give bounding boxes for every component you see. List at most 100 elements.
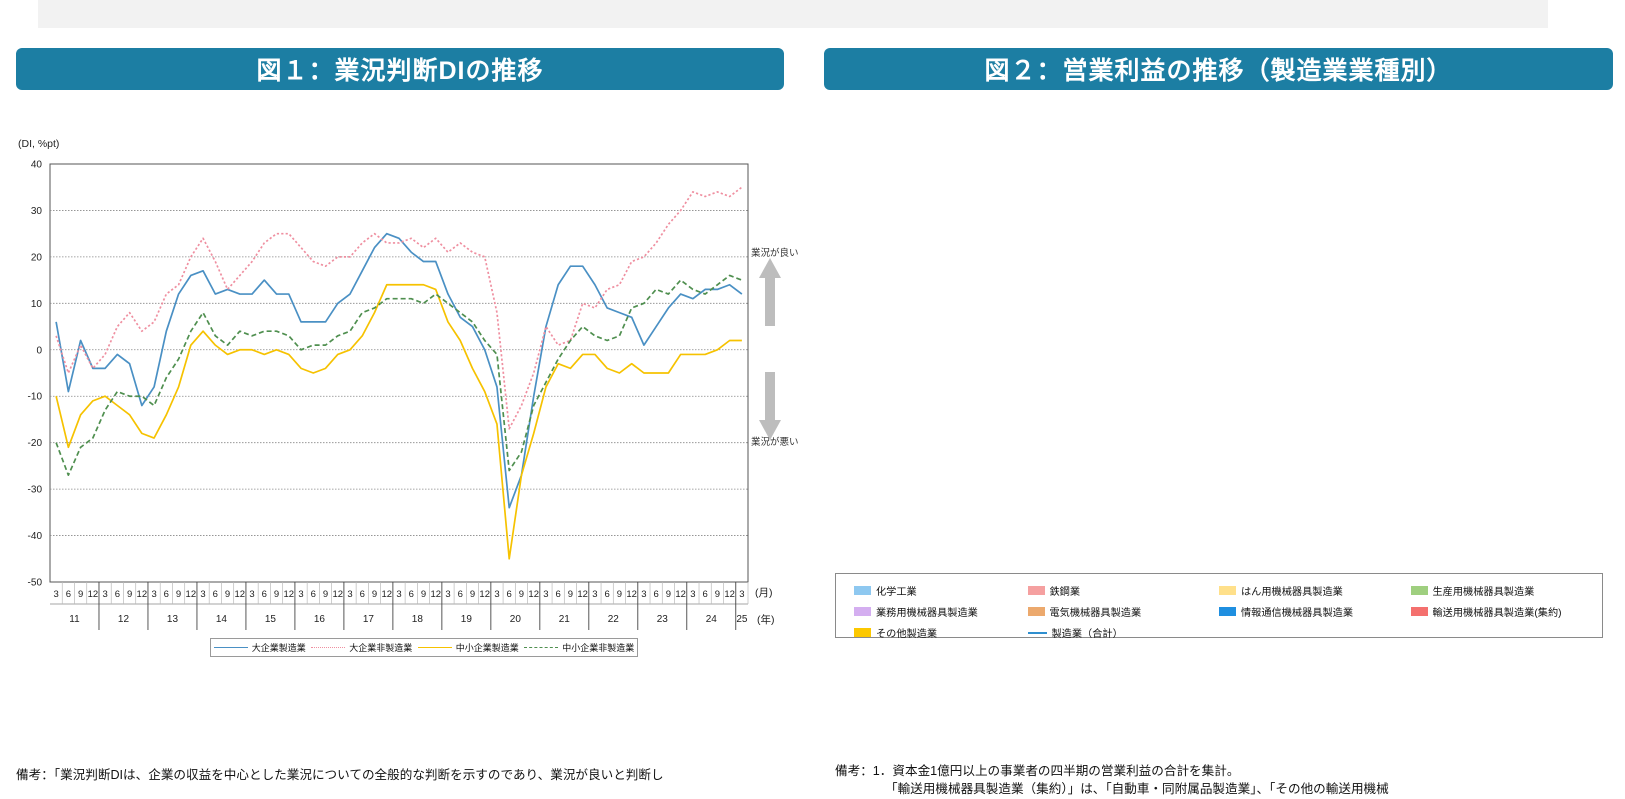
- legend-item-steel: 鉄鋼業: [1027, 580, 1220, 601]
- legend-label-chemical: 化学工業: [876, 587, 917, 598]
- svg-text:12: 12: [235, 589, 246, 600]
- figure1-legend: 大企業製造業 大企業非製造業 中小企業製造業 中小企業非製造業: [210, 638, 638, 657]
- svg-text:3: 3: [739, 589, 744, 600]
- svg-text:13: 13: [167, 614, 179, 625]
- svg-text:30: 30: [31, 206, 43, 217]
- svg-text:6: 6: [262, 589, 267, 600]
- legend-item-0: 大企業製造業: [213, 641, 306, 654]
- svg-text:22: 22: [608, 614, 620, 625]
- svg-text:24: 24: [706, 614, 718, 625]
- svg-text:9: 9: [176, 589, 181, 600]
- legend-label-1: 大企業非製造業: [349, 643, 413, 653]
- svg-text:12: 12: [284, 589, 295, 600]
- legend-item-general-machinery: はん用機械器具製造業: [1219, 580, 1411, 601]
- svg-text:40: 40: [31, 160, 43, 171]
- figure1-x-unit-year: (年): [757, 614, 775, 626]
- figure2-panel: 図２：営業利益の推移（製造業業種別） (兆円) (年): [812, 0, 1625, 787]
- svg-text:18: 18: [412, 614, 424, 625]
- svg-text:12: 12: [479, 589, 490, 600]
- figure2-legend: 化学工業 鉄鋼業 はん用機械器具製造業 生産用機械器具製造業 業務用機械器具製造…: [835, 573, 1603, 640]
- legend-label-general-machinery: はん用機械器具製造業: [1241, 587, 1343, 598]
- legend-label-business-machinery: 業務用機械器具製造業: [876, 608, 978, 619]
- svg-text:9: 9: [225, 589, 230, 600]
- legend-swatch-line-2: [417, 647, 452, 648]
- legend-label-2: 中小企業製造業: [455, 643, 519, 653]
- svg-text:12: 12: [577, 589, 588, 600]
- legend-item-2: 中小企業製造業: [417, 641, 519, 654]
- annotation-bad-label: 業況が悪い: [751, 437, 799, 448]
- svg-text:3: 3: [445, 589, 450, 600]
- legend-item-1: 大企業非製造業: [311, 641, 412, 654]
- svg-text:23: 23: [657, 614, 669, 625]
- figure2-legend-row-2: 業務用機械器具製造業 電気機械器具製造業 情報通信機械器具製造業 輸送用機械器具…: [836, 601, 1602, 622]
- svg-text:6: 6: [702, 589, 707, 600]
- legend-label-transport-machinery: 輸送用機械器具製造業(集約): [1432, 608, 1562, 619]
- svg-text:9: 9: [78, 589, 83, 600]
- svg-text:12: 12: [332, 589, 343, 600]
- legend-swatch-electrical-machinery: [1027, 607, 1045, 616]
- legend-swatch-line-0: [213, 647, 248, 648]
- svg-text:3: 3: [53, 589, 58, 600]
- legend-swatch-info-comm-machinery: [1219, 607, 1236, 616]
- svg-text:6: 6: [311, 589, 316, 600]
- svg-text:9: 9: [127, 589, 132, 600]
- legend-item-chemical: 化学工業: [836, 580, 1028, 601]
- svg-text:14: 14: [216, 614, 228, 625]
- figure2-note-2: 「輸送用機械器具製造業（集約）」は、「自動車・同附属品製造業」、「その他の輸送用…: [885, 782, 1389, 797]
- svg-text:3: 3: [102, 589, 107, 600]
- annotation-good-label: 業況が良い: [751, 248, 799, 259]
- legend-swatch-total-line: [1027, 631, 1047, 634]
- svg-text:9: 9: [372, 589, 377, 600]
- svg-text:16: 16: [314, 614, 326, 625]
- legend-label-other-manufacturing: その他製造業: [876, 629, 938, 640]
- svg-text:-20: -20: [28, 438, 43, 449]
- legend-item-total: 製造業（合計）: [1027, 622, 1220, 643]
- figure1-panel: 図１：業況判断DIの推移 (DI, %pt) (月) (年) 業況が良い 業況が…: [0, 0, 812, 787]
- figure1-y-unit: (DI, %pt): [18, 138, 60, 150]
- svg-text:-40: -40: [28, 531, 43, 542]
- svg-text:6: 6: [409, 589, 414, 600]
- legend-swatch-steel: [1027, 586, 1045, 595]
- svg-text:6: 6: [507, 589, 512, 600]
- figure1-x-unit-month: (月): [755, 587, 773, 599]
- legend-swatch-transport-machinery: [1410, 607, 1428, 616]
- svg-text:9: 9: [568, 589, 573, 600]
- legend-item-transport-machinery: 輸送用機械器具製造業(集約): [1410, 601, 1603, 622]
- legend-label-electrical-machinery: 電気機械器具製造業: [1049, 608, 1142, 619]
- legend-swatch-general-machinery: [1219, 586, 1236, 595]
- svg-text:21: 21: [559, 614, 571, 625]
- svg-text:3: 3: [494, 589, 499, 600]
- svg-text:10: 10: [31, 299, 43, 310]
- svg-text:-10: -10: [28, 392, 43, 403]
- svg-text:25: 25: [736, 614, 748, 625]
- legend-swatch-production-machinery: [1410, 586, 1428, 595]
- svg-text:12: 12: [430, 589, 441, 600]
- svg-text:20: 20: [510, 614, 522, 625]
- svg-text:-30: -30: [28, 485, 43, 496]
- svg-text:9: 9: [666, 589, 671, 600]
- svg-text:12: 12: [528, 589, 539, 600]
- figure2-chart-svg: -5051015202514151617181920212223242.60.6…: [812, 0, 1625, 600]
- figure2-note-1: 備考：1．資本金1億円以上の事業者の四半期の営業利益の合計を集計。: [835, 764, 1240, 778]
- svg-text:12: 12: [88, 589, 99, 600]
- svg-text:11: 11: [69, 614, 80, 625]
- svg-text:12: 12: [626, 589, 637, 600]
- legend-swatch-business-machinery: [854, 607, 871, 616]
- svg-text:9: 9: [274, 589, 279, 600]
- top-strip: [38, 0, 1548, 28]
- legend-label-steel: 鉄鋼業: [1049, 587, 1081, 598]
- legend-item-other-manufacturing: その他製造業: [836, 622, 1028, 643]
- legend-item-info-comm-machinery: 情報通信機械器具製造業: [1219, 601, 1411, 622]
- svg-text:12: 12: [724, 589, 735, 600]
- svg-text:17: 17: [363, 614, 375, 625]
- svg-text:12: 12: [137, 589, 148, 600]
- legend-label-0: 大企業製造業: [251, 643, 306, 653]
- legend-swatch-chemical: [854, 586, 871, 595]
- svg-text:6: 6: [164, 589, 169, 600]
- legend-swatch-other-manufacturing: [854, 628, 871, 637]
- figure2-legend-row-3: その他製造業 製造業（合計）: [836, 622, 1602, 643]
- svg-text:12: 12: [675, 589, 686, 600]
- legend-item-3: 中小企業非製造業: [524, 641, 634, 654]
- svg-text:15: 15: [265, 614, 277, 625]
